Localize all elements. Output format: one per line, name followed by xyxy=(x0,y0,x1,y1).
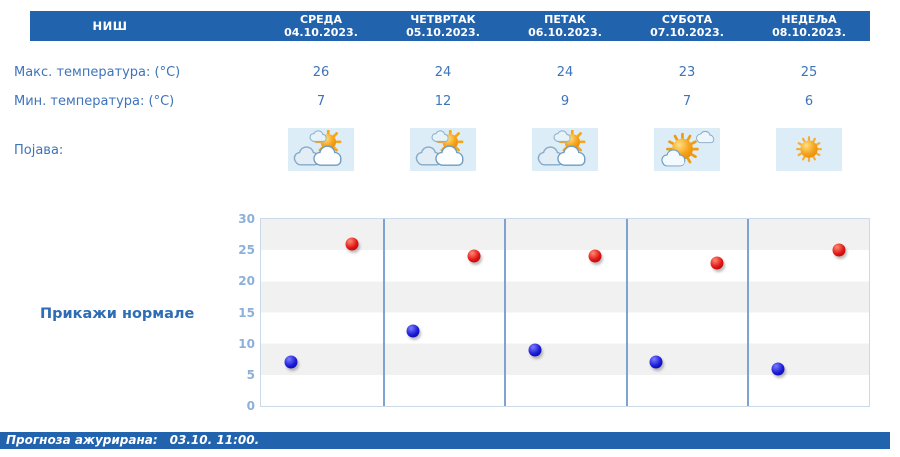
min-temp-dot xyxy=(771,362,785,376)
min-temp-value: 9 xyxy=(560,94,570,109)
day-date: 06.10.2023. xyxy=(528,26,602,39)
max-temp-value: 24 xyxy=(434,65,452,80)
weather-icon-tile xyxy=(288,128,354,171)
y-axis-tick-label: 30 xyxy=(238,212,255,226)
day-date: 07.10.2023. xyxy=(650,26,724,39)
day-header: НЕДЕЉА 08.10.2023. xyxy=(748,13,870,39)
min-temp-value: 6 xyxy=(804,94,814,109)
day-date: 08.10.2023. xyxy=(772,26,846,39)
partly-cloudy-icon xyxy=(291,130,351,170)
min-temp-dot xyxy=(528,343,542,357)
min-temp-value: 12 xyxy=(434,94,452,109)
chart-plot: 30 25 20 15 10 5 0 xyxy=(238,212,870,413)
day-name: ПЕТАК xyxy=(544,13,586,26)
day-header: СУБОТА 07.10.2023. xyxy=(626,13,748,39)
day-separator-line xyxy=(747,219,750,406)
min-temp-dot xyxy=(649,355,663,369)
show-normals-link[interactable]: Прикажи нормале xyxy=(40,306,195,322)
day-header: СРЕДА 04.10.2023. xyxy=(260,13,382,39)
y-axis-tick-label: 25 xyxy=(238,243,255,258)
location-name: НИШ xyxy=(92,19,128,33)
min-temp-label: Мин. температура: (°C) xyxy=(14,94,175,109)
day-date: 05.10.2023. xyxy=(406,26,480,39)
max-temp-value: 25 xyxy=(800,65,818,80)
max-temp-dot xyxy=(832,243,846,257)
forecast-updated-label: Прогноза ажурирана: xyxy=(6,433,158,447)
day-name: СРЕДА xyxy=(300,13,342,26)
partly-cloudy-icon xyxy=(535,130,595,170)
min-temp-value: 7 xyxy=(682,94,692,109)
day-header: ПЕТАК 06.10.2023. xyxy=(504,13,626,39)
day-name: ЧЕТВРТАК xyxy=(410,13,476,26)
day-separator-line xyxy=(504,219,507,406)
y-axis-tick-label: 20 xyxy=(238,274,255,289)
max-temp-value: 26 xyxy=(312,65,330,80)
y-axis-tick-label: 5 xyxy=(246,367,255,382)
forecast-table-header: НИШ СРЕДА 04.10.2023. ЧЕТВРТАК 05.10.202… xyxy=(30,11,870,41)
max-temp-dot xyxy=(345,237,359,251)
day-name: НЕДЕЉА xyxy=(781,13,837,26)
min-temp-dot xyxy=(284,355,298,369)
max-temp-label: Макс. температура: (°C) xyxy=(14,65,181,80)
y-axis-tick-label: 15 xyxy=(238,305,255,320)
y-axis-tick-label: 10 xyxy=(238,336,255,351)
min-temp-value: 7 xyxy=(316,94,326,109)
day-separator-line xyxy=(382,219,385,406)
y-axis-tick-label: 0 xyxy=(246,399,255,413)
day-header: ЧЕТВРТАК 05.10.2023. xyxy=(382,13,504,39)
min-temp-dot xyxy=(406,324,420,338)
max-temp-dot xyxy=(710,256,724,270)
footer-status-bar: Прогноза ажурирана: 03.10. 11:00. xyxy=(0,432,890,449)
day-separator-line xyxy=(625,219,628,406)
max-temp-value: 23 xyxy=(678,65,696,80)
partly-cloudy-icon xyxy=(413,130,473,170)
max-temp-dot xyxy=(467,249,481,263)
max-temp-dot xyxy=(588,249,602,263)
weather-icon-tile xyxy=(410,128,476,171)
phenomenon-label: Појава: xyxy=(14,143,64,158)
max-temp-value: 24 xyxy=(556,65,574,80)
weather-icon-tile xyxy=(654,128,720,171)
weather-icon-tile xyxy=(776,128,842,171)
day-date: 04.10.2023. xyxy=(284,26,358,39)
sunny-icon xyxy=(779,130,839,170)
day-name: СУБОТА xyxy=(661,13,713,26)
mostly-sunny-icon xyxy=(657,130,717,170)
forecast-updated-value: 03.10. 11:00. xyxy=(169,433,260,447)
weather-icon-tile xyxy=(532,128,598,171)
